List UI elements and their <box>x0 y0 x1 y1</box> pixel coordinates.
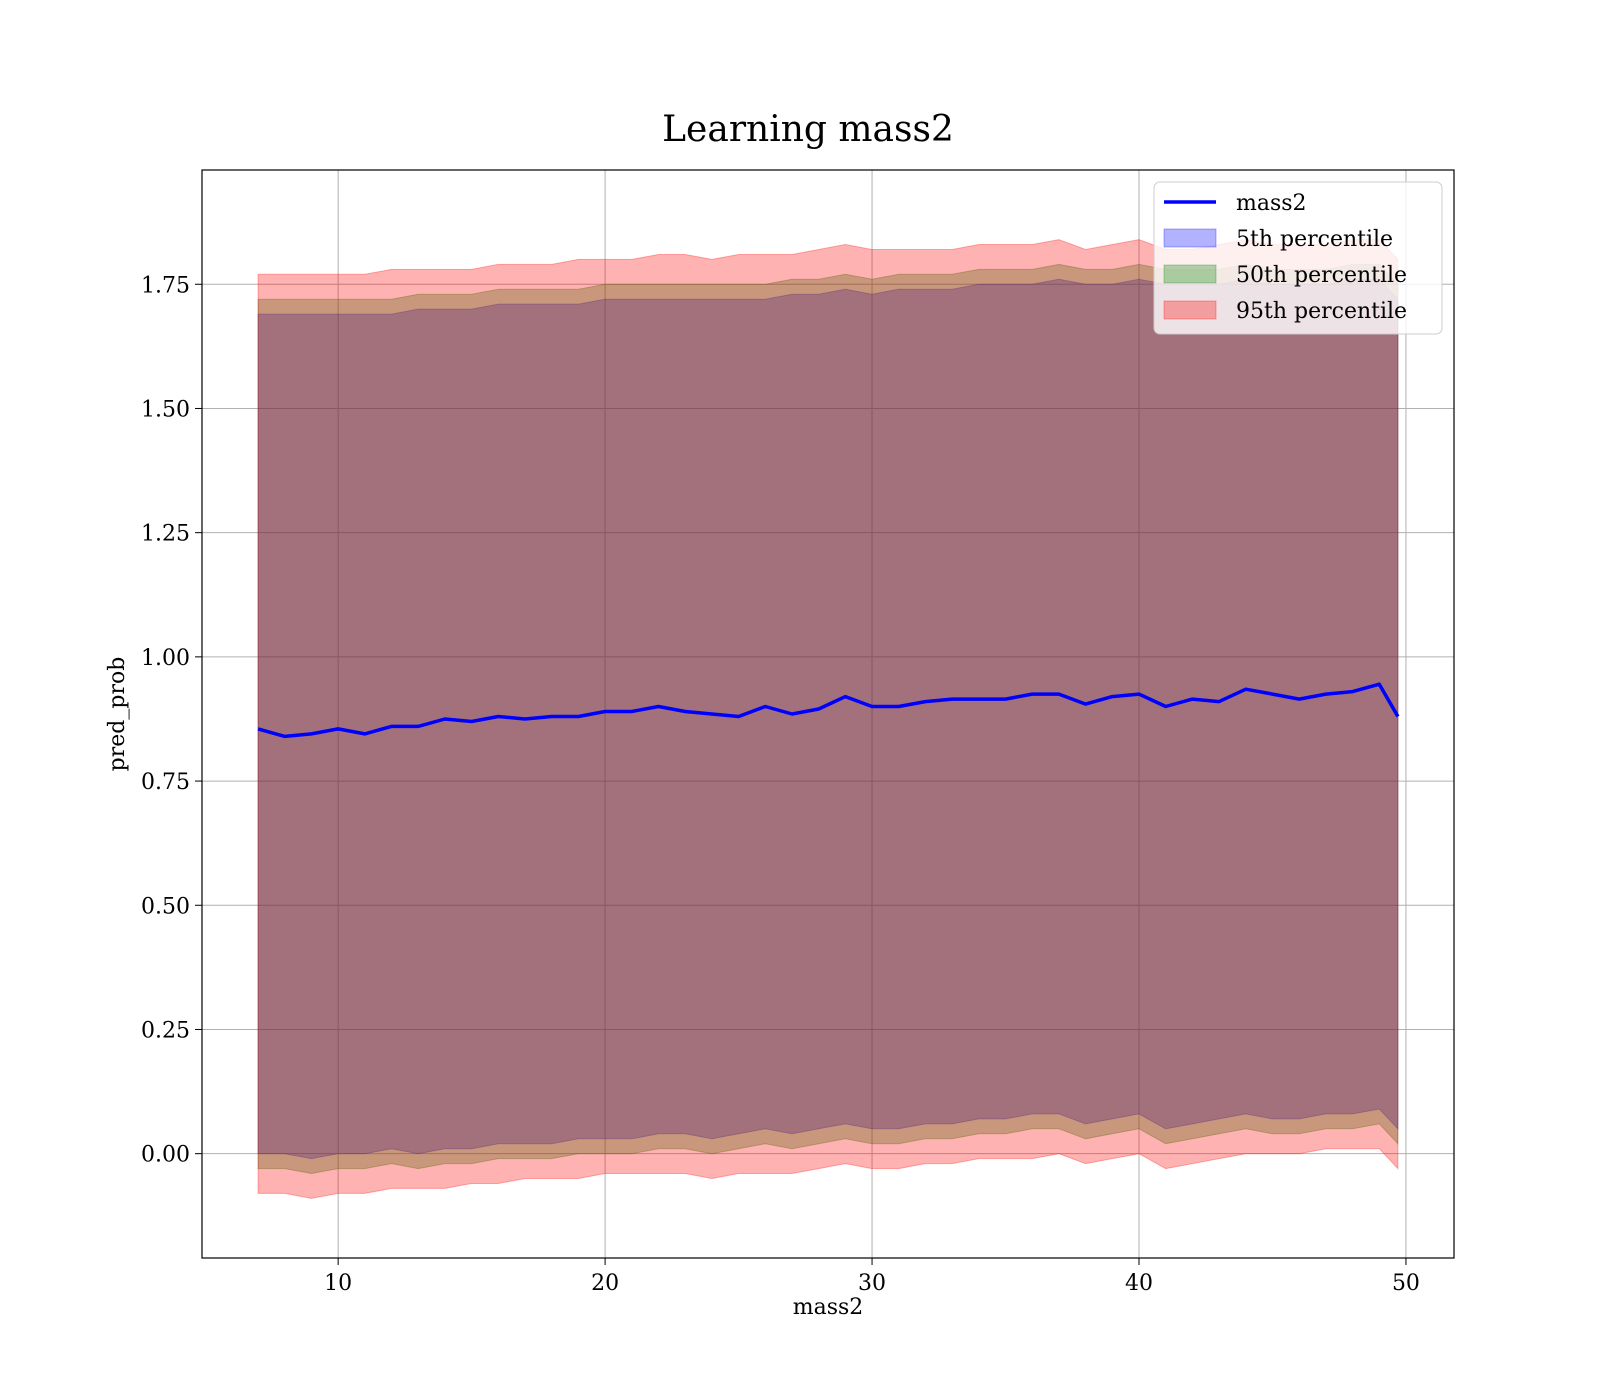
y-tick-label: 0.75 <box>141 770 190 795</box>
legend-box <box>1153 181 1443 335</box>
x-axis-ticks: 10 20 30 40 50 <box>324 1258 1420 1296</box>
y-tick-label: 1.00 <box>141 646 190 671</box>
y-axis-label: pred_prob <box>105 657 130 772</box>
y-tick-label: 1.25 <box>141 522 190 547</box>
legend-label: 5th percentile <box>1236 227 1393 252</box>
bands <box>257 239 1399 1199</box>
series-line-mass2 <box>257 682 1400 739</box>
x-tick-label: 50 <box>1392 1271 1420 1296</box>
grid <box>202 170 1454 1258</box>
y-tick-label: 1.50 <box>141 397 190 422</box>
legend-patch-swatch <box>1163 228 1217 248</box>
band-5th-percentile <box>257 278 1399 1160</box>
plot-background <box>202 170 1454 1258</box>
y-tick-label: 0.00 <box>141 1143 190 1168</box>
x-axis-label: mass2 <box>793 1295 864 1320</box>
plot-frame <box>201 169 1455 1259</box>
band-95th-percentile <box>257 239 1399 1199</box>
legend-label: 95th percentile <box>1236 299 1407 324</box>
legend: mass2 5th percentile 50th percentile 95th p… <box>1153 181 1443 335</box>
legend-label: 50th percentile <box>1236 263 1407 288</box>
x-tick-label: 30 <box>858 1271 886 1296</box>
y-tick-label: 1.75 <box>141 273 190 298</box>
series-lines <box>257 682 1400 739</box>
legend-patch-swatch <box>1163 300 1217 320</box>
legend-patch-swatch <box>1163 264 1217 284</box>
y-axis-ticks: 0.00 0.25 0.50 0.75 1.00 1.25 1.50 1.75 <box>141 273 202 1168</box>
y-tick-label: 0.50 <box>141 894 190 919</box>
x-tick-label: 40 <box>1125 1271 1153 1296</box>
x-tick-label: 20 <box>591 1271 619 1296</box>
chart-title: Learning mass2 <box>662 109 954 150</box>
band-50th-percentile <box>257 263 1399 1175</box>
x-tick-label: 10 <box>324 1271 352 1296</box>
y-tick-label: 0.25 <box>141 1018 190 1043</box>
legend-label: mass2 <box>1236 191 1307 216</box>
